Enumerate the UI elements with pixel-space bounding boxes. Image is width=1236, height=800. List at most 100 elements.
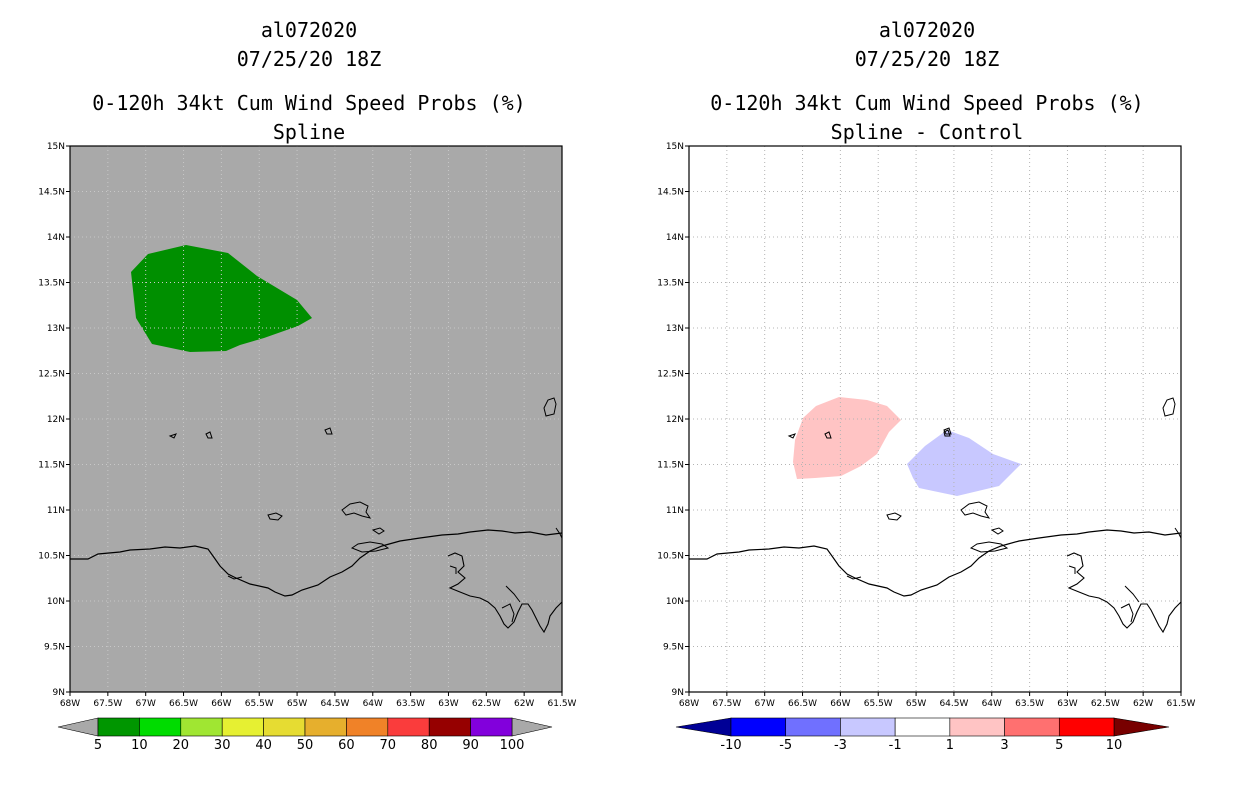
lat-tick-label: 11.5N bbox=[38, 461, 65, 471]
lon-tick-label: 62.5W bbox=[472, 699, 501, 709]
map-background bbox=[689, 146, 1181, 692]
right-colorbar-legend: -10 -5 -3 -1 1 3 5 10 bbox=[675, 717, 1170, 753]
legend-label: 40 bbox=[255, 738, 272, 753]
legend-label: -3 bbox=[834, 738, 847, 753]
lon-tick-label: 66W bbox=[830, 699, 850, 709]
map-background bbox=[70, 146, 562, 692]
lat-tick-label: 9.5N bbox=[44, 643, 65, 653]
legend-label: -1 bbox=[889, 738, 902, 753]
legend-label: 1 bbox=[946, 738, 954, 753]
lat-tick-label: 14N bbox=[47, 233, 65, 243]
lat-tick-label: 13N bbox=[47, 324, 65, 334]
lat-tick-label: 12N bbox=[666, 415, 684, 425]
legend-high-arrow bbox=[511, 717, 553, 737]
legend-color-box bbox=[97, 717, 140, 737]
legend-color-box bbox=[263, 717, 306, 737]
grid-lines bbox=[689, 146, 1181, 692]
axis-labels: 15N 14.5N 14N 13.5N 13N 12.5N 12N 11.5N 11N 10.5N… bbox=[657, 142, 1195, 709]
legend-label: 10 bbox=[1106, 738, 1123, 753]
lon-tick-label: 66.5W bbox=[169, 699, 198, 709]
lat-tick-label: 12.5N bbox=[38, 370, 65, 380]
lon-tick-label: 62W bbox=[514, 699, 534, 709]
lat-tick-label: 14.5N bbox=[657, 188, 684, 198]
lat-tick-label: 10.5N bbox=[657, 552, 684, 562]
legend-high-arrow bbox=[1113, 717, 1170, 737]
lon-tick-label: 68W bbox=[679, 699, 699, 709]
legend-label: 90 bbox=[462, 738, 479, 753]
legend-color-box bbox=[1004, 717, 1060, 737]
legend-color-box bbox=[894, 717, 951, 737]
lon-tick-label: 67.5W bbox=[712, 699, 741, 709]
legend-color-box bbox=[785, 717, 841, 737]
left-map-panel: 15N 14.5N 14N 13.5N 13N 12.5N 12N 11.5N 11N 10.5N… bbox=[38, 142, 576, 709]
legend-label: 30 bbox=[214, 738, 231, 753]
lon-tick-label: 63W bbox=[438, 699, 458, 709]
lat-tick-label: 15N bbox=[47, 142, 65, 152]
product-name: 0-120h 34kt Cum Wind Speed Probs (%) bbox=[92, 91, 526, 115]
legend-label: 70 bbox=[380, 738, 397, 753]
legend-label: 50 bbox=[297, 738, 314, 753]
lon-tick-label: 67W bbox=[136, 699, 156, 709]
lat-tick-label: 11.5N bbox=[657, 461, 684, 471]
lon-tick-label: 66.5W bbox=[788, 699, 817, 709]
lon-tick-label: 62W bbox=[1133, 699, 1153, 709]
lon-tick-label: 65W bbox=[287, 699, 307, 709]
lon-tick-label: 64W bbox=[363, 699, 383, 709]
legend-color-box bbox=[428, 717, 471, 737]
lat-tick-label: 14.5N bbox=[38, 188, 65, 198]
lon-tick-label: 61.5W bbox=[1167, 699, 1196, 709]
legend-color-box bbox=[470, 717, 513, 737]
legend-color-box bbox=[1058, 717, 1115, 737]
legend-label: 5 bbox=[94, 738, 102, 753]
lat-tick-label: 12N bbox=[47, 415, 65, 425]
lat-tick-label: 15N bbox=[666, 142, 684, 152]
legend-label: 5 bbox=[1055, 738, 1063, 753]
lon-tick-label: 61.5W bbox=[548, 699, 577, 709]
lat-tick-label: 11N bbox=[666, 506, 684, 516]
legend-color-box bbox=[346, 717, 389, 737]
legend-label: 60 bbox=[338, 738, 355, 753]
storm-id: al072020 bbox=[260, 18, 358, 42]
method-name: Spline bbox=[272, 120, 346, 144]
lat-tick-label: 13.5N bbox=[657, 279, 684, 289]
lon-tick-label: 65.5W bbox=[245, 699, 274, 709]
legend-label: 100 bbox=[500, 738, 525, 753]
right-panel-title: al072020 07/25/20 18Z bbox=[627, 16, 1227, 74]
legend-color-box bbox=[139, 717, 182, 737]
product-name: 0-120h 34kt Cum Wind Speed Probs (%) bbox=[710, 91, 1144, 115]
lat-tick-label: 12.5N bbox=[657, 370, 684, 380]
lat-tick-label: 10N bbox=[47, 597, 65, 607]
negative-difference-area bbox=[907, 430, 1021, 496]
legend-label: -5 bbox=[779, 738, 792, 753]
lon-tick-label: 63W bbox=[1057, 699, 1077, 709]
positive-difference-area bbox=[793, 397, 901, 479]
lon-tick-label: 67W bbox=[755, 699, 775, 709]
legend-color-box bbox=[387, 717, 430, 737]
lon-tick-label: 64.5W bbox=[939, 699, 968, 709]
legend-color-box bbox=[180, 717, 223, 737]
lon-tick-label: 65.5W bbox=[864, 699, 893, 709]
legend-label: 10 bbox=[131, 738, 148, 753]
lon-tick-label: 68W bbox=[60, 699, 80, 709]
lon-tick-label: 63.5W bbox=[396, 699, 425, 709]
lon-tick-label: 64.5W bbox=[320, 699, 349, 709]
right-panel-subtitle: 0-120h 34kt Cum Wind Speed Probs (%) Spl… bbox=[627, 89, 1227, 147]
lon-tick-label: 65W bbox=[906, 699, 926, 709]
legend-color-box bbox=[730, 717, 787, 737]
legend-label: 3 bbox=[1000, 738, 1008, 753]
left-panel-title: al072020 07/25/20 18Z bbox=[9, 16, 609, 74]
legend-low-arrow bbox=[675, 717, 732, 737]
axis-labels: 15N 14.5N 14N 13.5N 13N 12.5N 12N 11.5N 11N 10.5N… bbox=[38, 142, 576, 709]
lat-tick-label: 13N bbox=[666, 324, 684, 334]
legend-label: 20 bbox=[173, 738, 190, 753]
legend-color-box bbox=[304, 717, 347, 737]
lat-tick-label: 9N bbox=[672, 688, 684, 698]
legend-color-box bbox=[840, 717, 896, 737]
lon-tick-label: 63.5W bbox=[1015, 699, 1044, 709]
lon-tick-label: 62.5W bbox=[1091, 699, 1120, 709]
legend-label: 80 bbox=[421, 738, 438, 753]
left-colorbar-legend: 5 10 20 30 40 50 60 70 80 90 100 bbox=[57, 717, 553, 753]
legend-label: -10 bbox=[720, 738, 741, 753]
legend-low-arrow bbox=[57, 717, 99, 737]
